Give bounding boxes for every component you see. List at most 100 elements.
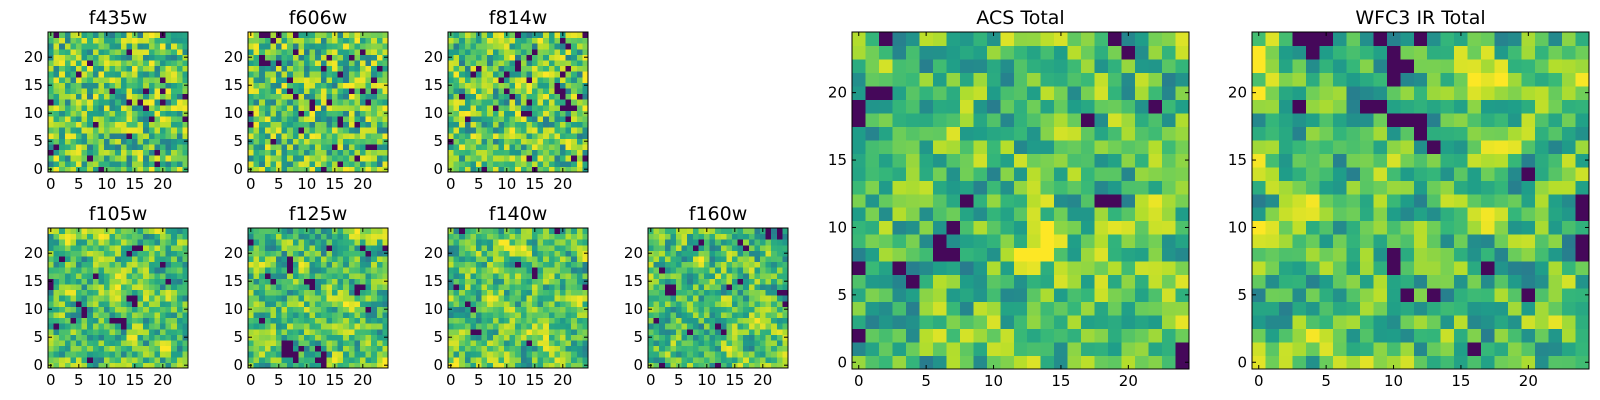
heatmap-cell	[98, 65, 105, 72]
heatmap-cell	[554, 256, 561, 263]
heatmap-cell	[143, 32, 150, 39]
heatmap-cell	[532, 295, 539, 302]
heatmap-cell	[64, 256, 71, 263]
heatmap-cell	[464, 76, 471, 83]
heatmap-cell	[1162, 355, 1177, 370]
heatmap-cell	[852, 342, 866, 357]
heatmap-cell	[87, 317, 94, 324]
heatmap-cell	[53, 48, 60, 55]
heatmap-cell	[376, 99, 383, 106]
heatmap-cell	[120, 328, 127, 335]
heatmap-cell	[137, 127, 144, 134]
heatmap-cell	[365, 144, 372, 151]
heatmap-cell	[292, 356, 299, 363]
heatmap-cell	[760, 267, 767, 274]
heatmap-cell	[92, 104, 99, 111]
heatmap-cell	[481, 272, 488, 279]
heatmap-cell	[348, 256, 355, 263]
heatmap-cell	[715, 289, 722, 296]
heatmap-cell	[154, 127, 161, 134]
heatmap-cell	[253, 261, 260, 268]
heatmap-cell	[453, 138, 460, 145]
heatmap-cell	[264, 82, 271, 89]
heatmap-cell	[81, 121, 88, 128]
heatmap-cell	[919, 193, 934, 208]
x-tick-label: 15	[125, 371, 144, 389]
heatmap-cell	[315, 60, 322, 67]
heatmap-cell	[137, 334, 144, 341]
heatmap-cell	[70, 116, 77, 123]
heatmap-cell	[92, 340, 99, 347]
heatmap-cell	[182, 233, 189, 240]
heatmap-cell	[492, 166, 499, 173]
heatmap-cell	[315, 317, 322, 324]
heatmap-cell	[905, 301, 920, 316]
heatmap-cell	[1081, 180, 1096, 195]
heatmap-cell	[332, 149, 339, 156]
heatmap-cell	[448, 144, 455, 151]
heatmap-cell	[476, 340, 483, 347]
y-tick-label: 10	[24, 104, 43, 122]
heatmap-cell	[737, 351, 744, 358]
heatmap-cell	[492, 104, 499, 111]
heatmap-cell	[776, 261, 783, 268]
heatmap-cell	[343, 317, 350, 324]
heatmap-cell	[304, 356, 311, 363]
heatmap-cell	[343, 284, 350, 291]
heatmap-cell	[371, 323, 378, 330]
heatmap-cell	[576, 127, 583, 134]
heatmap-cell	[865, 328, 880, 343]
heatmap-cell	[448, 340, 455, 347]
heatmap-cell	[320, 340, 327, 347]
heatmap-cell	[365, 65, 372, 72]
heatmap-cell	[343, 71, 350, 78]
heatmap-cell	[176, 228, 183, 235]
heatmap-cell	[771, 323, 778, 330]
heatmap-cell	[120, 110, 127, 117]
heatmap-cell	[726, 244, 733, 251]
heatmap-cell	[905, 328, 920, 343]
heatmap-cell	[565, 76, 572, 83]
heatmap-cell	[132, 110, 139, 117]
heatmap-cell	[81, 138, 88, 145]
heatmap-cell	[470, 82, 477, 89]
heatmap-cell	[337, 76, 344, 83]
heatmap-cell	[264, 104, 271, 111]
heatmap-cell	[560, 278, 567, 285]
heatmap-cell	[248, 104, 255, 111]
heatmap-cell	[687, 317, 694, 324]
heatmap-cell	[326, 132, 333, 139]
heatmap-cell	[487, 323, 494, 330]
heatmap-cell	[560, 116, 567, 123]
heatmap-cell	[287, 54, 294, 61]
heatmap-cell	[154, 289, 161, 296]
heatmap-cell	[520, 284, 527, 291]
heatmap-cell	[148, 328, 155, 335]
heatmap-cell	[543, 340, 550, 347]
heatmap-cell	[126, 256, 133, 263]
heatmap-cell	[371, 32, 378, 39]
heatmap-cell	[48, 267, 55, 274]
heatmap-cell	[1013, 247, 1028, 262]
heatmap-cell	[115, 284, 122, 291]
heatmap-cell	[298, 82, 305, 89]
heatmap-cell	[354, 93, 361, 100]
heatmap-cell	[548, 155, 555, 162]
heatmap-cell	[548, 233, 555, 240]
heatmap-cell	[548, 65, 555, 72]
heatmap-cell	[481, 362, 488, 369]
heatmap-cell	[154, 256, 161, 263]
heatmap-cell	[515, 284, 522, 291]
heatmap-cell	[259, 166, 266, 173]
heatmap-cell	[64, 82, 71, 89]
heatmap-cell	[487, 149, 494, 156]
heatmap-cell	[143, 37, 150, 44]
heatmap-cell	[532, 65, 539, 72]
heatmap-cell	[1175, 193, 1190, 208]
heatmap-cell	[754, 356, 761, 363]
heatmap-cell	[70, 356, 77, 363]
heatmap-cell	[148, 256, 155, 263]
heatmap-cell	[120, 261, 127, 268]
heatmap-cell	[376, 138, 383, 145]
heatmap-cell	[509, 127, 516, 134]
